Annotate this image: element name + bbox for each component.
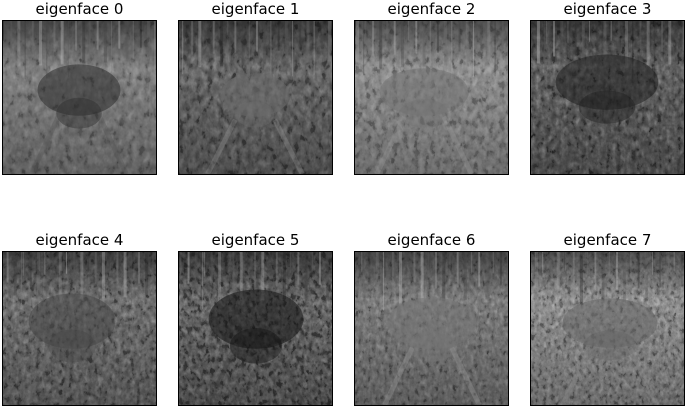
panel-title: eigenface 2 [387, 0, 476, 18]
eigenface-image [530, 251, 685, 406]
eigenface-image [2, 20, 157, 175]
panel-title: eigenface 0 [35, 0, 124, 18]
panel-title: eigenface 4 [35, 231, 124, 249]
panel-title: eigenface 1 [211, 0, 300, 18]
eigenface-image [178, 251, 333, 406]
panel-title: eigenface 5 [211, 231, 300, 249]
eigenface-image [2, 251, 157, 406]
panel-title: eigenface 3 [563, 0, 652, 18]
eigenface-image [354, 251, 509, 406]
eigenface-image [354, 20, 509, 175]
panel-title: eigenface 6 [387, 231, 476, 249]
eigenface-image [178, 20, 333, 175]
eigenface-image [530, 20, 685, 175]
panel-title: eigenface 7 [563, 231, 652, 249]
